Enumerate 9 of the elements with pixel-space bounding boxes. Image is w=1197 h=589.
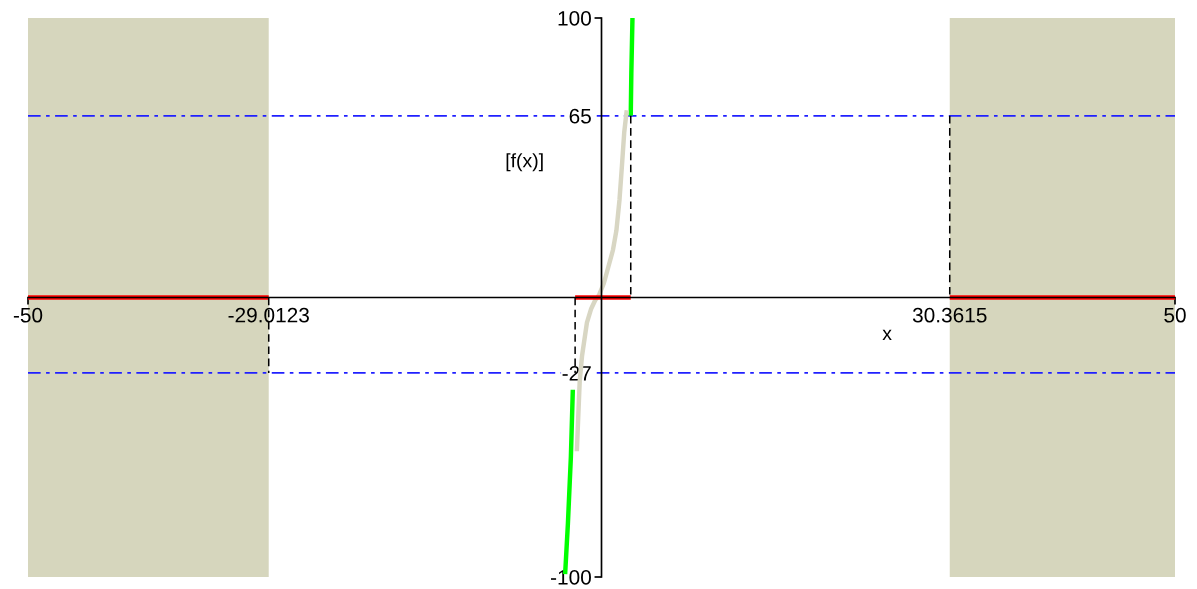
x-tick-label: -50 [13,307,43,323]
x-tick-label: 30.3615 [912,307,987,323]
x-axis-title: x [882,329,892,340]
y-axis-title: [f(x)] [506,153,543,172]
y-tick-label: 65 [569,108,591,124]
x-tick-label: 50 [1164,307,1186,323]
x-tick-label: -29.0123 [228,307,309,323]
y-tick-label: -100 [551,570,591,585]
y-tick-label: 100 [558,11,591,26]
